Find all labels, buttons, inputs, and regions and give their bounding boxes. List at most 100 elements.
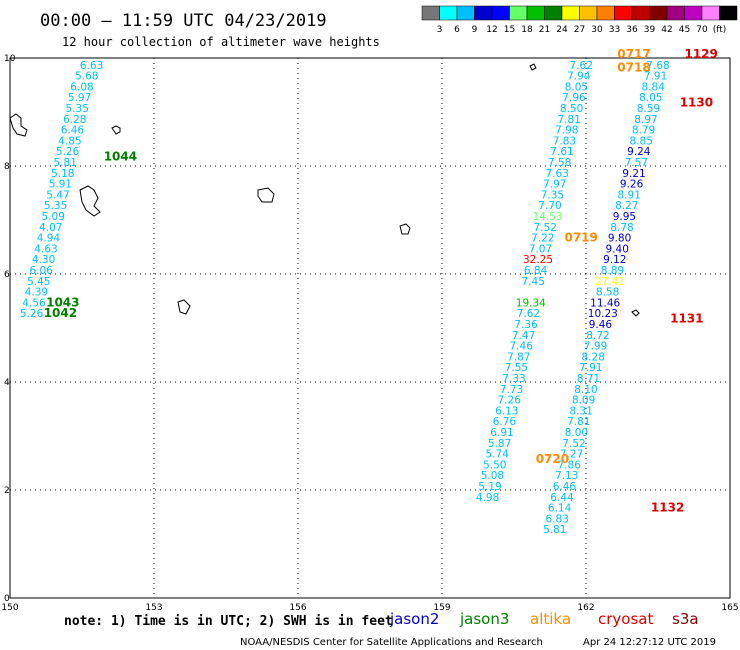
color-swatch — [666, 5, 685, 21]
y-tick-label: 2 — [4, 486, 10, 496]
wave-height-value: 4.30 — [32, 254, 55, 266]
wave-height-value: 5.35 — [66, 103, 89, 115]
wave-height-value: 6.46 — [553, 481, 577, 493]
pass-time-label: 1042 — [44, 306, 77, 320]
color-swatch — [579, 5, 598, 21]
wave-height-value: 7.07 — [529, 243, 552, 255]
wave-height-value: 5.87 — [488, 438, 511, 450]
color-scale-label: 33 — [609, 25, 620, 35]
wave-height-value: 8.58 — [596, 287, 619, 299]
wave-height-value: 7.27 — [560, 449, 583, 461]
color-swatch — [684, 5, 703, 21]
wave-height-value: 4.56 — [22, 297, 46, 309]
wave-height-value: 7.70 — [538, 200, 561, 212]
pass-time-label: 1130 — [680, 96, 713, 110]
wave-height-value: 8.71 — [577, 373, 600, 385]
color-swatch — [509, 5, 528, 21]
wave-height-value: 8.79 — [632, 125, 655, 137]
wave-height-value: 6.08 — [70, 81, 93, 93]
color-swatch — [649, 5, 668, 21]
wave-height-value: 5.91 — [49, 179, 72, 191]
wave-height-value: 7.52 — [562, 438, 585, 450]
wave-height-value: 7.81 — [558, 114, 581, 126]
wave-height-value: 8.28 — [582, 351, 605, 363]
wave-height-value: 7.87 — [507, 351, 530, 363]
map-frame — [9, 57, 731, 599]
wave-height-value: 7.96 — [562, 92, 586, 104]
wave-height-value: 7.68 — [646, 60, 669, 72]
color-swatch — [526, 5, 545, 21]
pass-time-label: 1129 — [684, 47, 717, 61]
wave-height-value: 27.41 — [595, 276, 625, 288]
wave-height-value: 7.99 — [584, 341, 607, 353]
wave-height-value: 5.81 — [543, 524, 566, 536]
y-tick-label: 4 — [4, 378, 10, 388]
wave-height-value: 5.18 — [51, 168, 74, 180]
pass-time-label: 1044 — [104, 150, 137, 164]
wave-height-value: 6.84 — [524, 265, 548, 277]
color-scale-label: 42 — [661, 25, 672, 35]
wave-height-value: 7.62 — [570, 60, 593, 72]
y-tick-label: 0 — [4, 594, 10, 604]
wave-height-value: 4.94 — [37, 233, 61, 245]
wave-height-value: 5.47 — [46, 189, 69, 201]
wave-height-value: 7.86 — [558, 459, 582, 471]
wave-height-value: 7.98 — [555, 125, 578, 137]
wave-height-value: 6.06 — [30, 265, 54, 277]
y-tick-label: 10 — [4, 54, 16, 64]
wave-height-value: 6.14 — [548, 503, 572, 515]
x-tick-label: 150 — [1, 603, 18, 613]
color-swatch — [456, 5, 475, 21]
x-tick-label: 156 — [289, 603, 306, 613]
color-scale-label: 3 — [437, 25, 443, 35]
wave-height-value: 6.63 — [80, 60, 103, 72]
legend-altika: altika — [530, 610, 571, 628]
wave-height-value: 4.07 — [39, 222, 62, 234]
wave-height-value: 8.91 — [618, 189, 641, 201]
pass-time-label: 1131 — [670, 312, 703, 326]
color-swatch — [491, 5, 510, 21]
island-outline — [111, 125, 121, 135]
wave-height-value: 11.46 — [590, 297, 620, 309]
legend-s3a: s3a — [672, 610, 699, 628]
wave-height-value: 8.09 — [572, 395, 595, 407]
wave-height-value: 7.61 — [550, 146, 573, 158]
wave-height-value: 5.45 — [27, 276, 50, 288]
wave-height-value: 9.46 — [589, 319, 613, 331]
wave-height-value: 5.08 — [481, 470, 504, 482]
color-swatch — [439, 5, 458, 21]
wave-height-value: 7.91 — [579, 362, 602, 374]
color-swatch — [631, 5, 650, 21]
wave-height-value: 7.73 — [500, 384, 523, 396]
wave-height-value: 8.97 — [634, 114, 657, 126]
wave-height-value: 4.39 — [25, 287, 48, 299]
wave-height-value: 8.84 — [642, 81, 666, 93]
y-tick-label: 6 — [4, 270, 10, 280]
wave-height-value: 7.57 — [625, 157, 648, 169]
color-scale-label: 6 — [454, 25, 460, 35]
color-swatch — [701, 5, 720, 21]
island-outline — [257, 187, 275, 203]
wave-height-value: 7.83 — [553, 135, 576, 147]
wave-height-value: 9.26 — [620, 179, 644, 191]
altimeter-track: 6.635.686.085.975.356.286.464.855.265.81… — [20, 60, 103, 320]
x-tick-label: 162 — [577, 603, 594, 613]
wave-height-value: 8.10 — [574, 384, 597, 396]
color-swatch — [719, 5, 738, 21]
island-outline — [631, 309, 640, 317]
grid-lines — [10, 58, 730, 598]
x-tick-label: 159 — [433, 603, 450, 613]
coastlines — [9, 63, 640, 317]
wave-height-value: 8.00 — [565, 427, 588, 439]
wave-height-value: 7.36 — [514, 319, 538, 331]
satellite-legend: jason2 jason3 altika cryosat s3a — [389, 610, 699, 628]
wave-height-value: 7.97 — [543, 179, 566, 191]
wave-height-value: 9.12 — [603, 254, 626, 266]
wave-height-value: 7.52 — [534, 222, 557, 234]
wave-height-value: 6.28 — [63, 114, 86, 126]
color-scale-label: 21 — [539, 25, 550, 35]
island-outline — [9, 113, 28, 137]
wave-height-value: 7.35 — [541, 189, 564, 201]
wave-height-value: 4.85 — [58, 135, 81, 147]
